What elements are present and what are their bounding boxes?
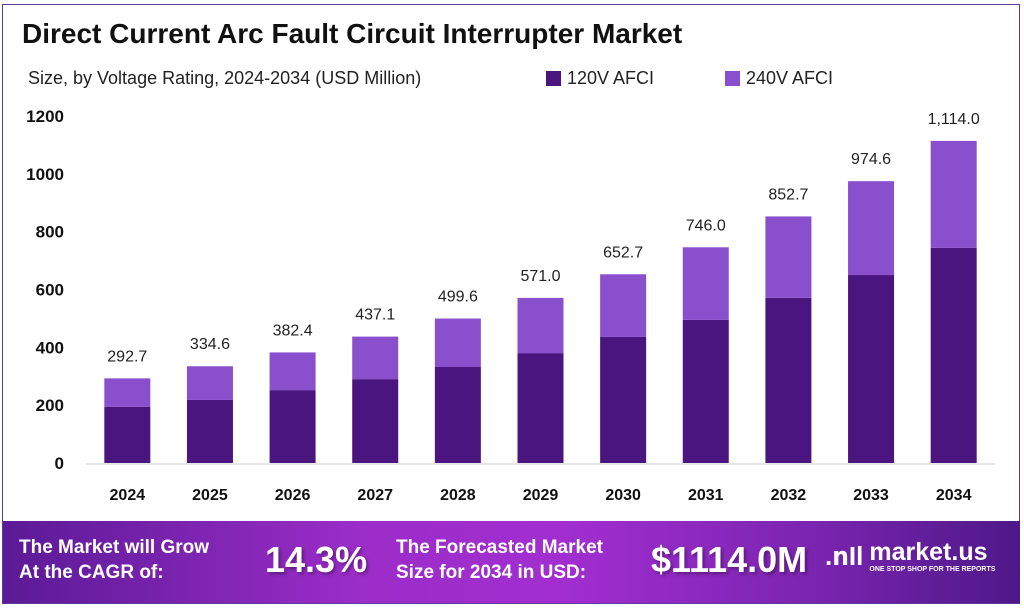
bar-segment-240v <box>682 247 729 320</box>
bar-segment-120v <box>848 275 895 463</box>
legend-item-120v: 120V AFCI <box>546 68 654 89</box>
bar-segment-120v <box>765 297 812 463</box>
data-label: 974.6 <box>851 151 891 168</box>
data-label: 1,114.0 <box>928 111 980 128</box>
logo-name: market.us <box>869 538 988 566</box>
forecast-label: The Forecasted Market Size for 2034 in U… <box>396 535 603 585</box>
bar-segment-120v <box>352 379 399 463</box>
data-label: 334.6 <box>190 336 230 353</box>
bar-segment-120v <box>682 319 729 463</box>
cagr-label-line1: The Market will Grow <box>19 537 210 558</box>
chart-title: Direct Current Arc Fault Circuit Interru… <box>22 18 683 49</box>
x-tick-label: 2029 <box>523 487 559 504</box>
bar-segment-120v <box>434 366 481 463</box>
y-tick-label: 0 <box>55 454 64 473</box>
data-label: 292.7 <box>107 348 147 365</box>
bar-segment-240v <box>765 216 812 298</box>
bar-segment-240v <box>104 378 151 407</box>
bar-segment-240v <box>848 181 895 276</box>
legend-swatch <box>546 71 561 86</box>
logo-tagline: ONE STOP SHOP FOR THE REPORTS <box>869 566 996 573</box>
x-tick-label: 2025 <box>192 487 228 504</box>
y-tick-label: 400 <box>36 338 64 357</box>
forecast-label-line2: Size for 2034 in USD: <box>396 562 587 583</box>
bar-chart: 0 200 400 600 800 1000 1200 292.7 2024 334.6 2025 3… <box>26 107 995 504</box>
bar-segment-240v <box>930 140 977 248</box>
cagr-label: The Market will Grow At the CAGR of: <box>19 535 209 585</box>
forecast-label-line1: The Forecasted Market <box>396 537 603 558</box>
data-label: 382.4 <box>273 322 313 339</box>
legend-swatch <box>725 71 740 86</box>
cagr-value: 14.3% <box>265 539 368 580</box>
bar-segment-120v <box>517 353 564 463</box>
data-label: 852.7 <box>768 186 808 203</box>
y-tick-label: 200 <box>36 396 64 415</box>
y-tick-label: 1200 <box>26 107 64 126</box>
bar-segment-240v <box>600 274 647 337</box>
bar-segment-240v <box>434 318 481 367</box>
y-tick-label: 800 <box>36 223 64 242</box>
data-label: 571.0 <box>520 268 560 285</box>
legend-label: 120V AFCI <box>567 68 655 88</box>
x-tick-label: 2031 <box>688 487 724 504</box>
bar-segment-240v <box>186 366 233 400</box>
y-tick-label: 600 <box>36 281 64 300</box>
bar-segment-120v <box>186 399 233 463</box>
y-tick-label: 1000 <box>26 165 64 184</box>
x-tick-label: 2030 <box>605 487 641 504</box>
x-tick-label: 2034 <box>936 487 972 504</box>
chart-subtitle: Size, by Voltage Rating, 2024-2034 (USD … <box>28 68 422 88</box>
bar-segment-120v <box>600 336 647 463</box>
bar-segment-240v <box>352 336 399 380</box>
chart-frame <box>2 4 1020 604</box>
data-label: 437.1 <box>355 307 395 324</box>
legend-item-240v: 240V AFCI <box>725 68 833 89</box>
footer-banner: The Market will Grow At the CAGR of: 14.… <box>3 521 1020 603</box>
x-tick-label: 2033 <box>853 487 889 504</box>
x-tick-label: 2028 <box>440 487 476 504</box>
bar-segment-240v <box>269 352 316 391</box>
data-label: 746.0 <box>686 217 726 234</box>
legend-label: 240V AFCI <box>746 68 834 88</box>
logo-icon: .ոIl <box>825 541 864 571</box>
cagr-label-line2: At the CAGR of: <box>19 562 164 583</box>
x-tick-label: 2032 <box>771 487 807 504</box>
bar-segment-120v <box>269 390 316 463</box>
bar-segment-120v <box>930 247 977 463</box>
x-tick-label: 2024 <box>110 487 146 504</box>
data-label: 499.6 <box>438 289 478 306</box>
bar-segment-240v <box>517 297 564 354</box>
data-label: 652.7 <box>603 244 643 261</box>
x-tick-label: 2027 <box>357 487 393 504</box>
x-tick-label: 2026 <box>275 487 311 504</box>
forecast-value: $1114.0M <box>651 539 808 580</box>
bar-segment-120v <box>104 406 151 463</box>
market-us-logo: .ոIl market.us ONE STOP SHOP FOR THE REP… <box>825 539 995 574</box>
